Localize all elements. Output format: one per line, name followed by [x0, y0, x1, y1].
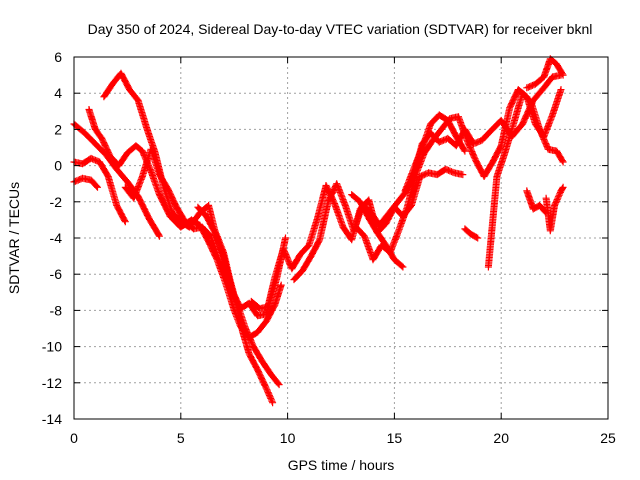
y-tick-label: -6	[50, 266, 63, 282]
x-tick-label: 15	[387, 430, 403, 446]
data-points	[70, 55, 567, 407]
axis-ticks	[73, 56, 609, 420]
series-markers	[461, 225, 482, 242]
y-tick-label: -14	[42, 411, 62, 427]
y-tick-label: 6	[54, 49, 62, 65]
x-tick-label: 20	[493, 430, 509, 446]
series-arc-15	[523, 187, 550, 217]
series-arc-16	[542, 183, 567, 235]
y-tick-label: 2	[54, 121, 62, 137]
x-tick-label: 25	[600, 430, 616, 446]
series-markers	[247, 234, 289, 313]
y-tick-label: 0	[54, 158, 62, 174]
y-tick-label: -2	[50, 194, 63, 210]
series-arc-8	[247, 234, 289, 313]
y-axis-title: SDTVAR / TECUs	[6, 182, 22, 294]
series-arc-12	[401, 111, 469, 195]
axis-tick-labels: 0 5 10 15 20 25 -14 -12 -10 -8 -6 -4 -2 0 2 4 6	[42, 49, 616, 446]
x-tick-label: 5	[177, 430, 185, 446]
series-arc-11	[348, 165, 467, 237]
x-axis-title: GPS time / hours	[288, 457, 395, 473]
series-arc-17	[523, 55, 567, 92]
chart-title: Day 350 of 2024, Sidereal Day-to-day VTE…	[88, 21, 593, 37]
x-tick-label: 10	[280, 430, 296, 446]
series-markers	[401, 111, 469, 195]
y-tick-label: -8	[50, 302, 63, 318]
series-arc-14	[484, 89, 567, 271]
series-markers	[523, 55, 567, 92]
series-markers	[542, 183, 567, 235]
series-markers	[484, 89, 567, 271]
series-markers	[348, 165, 467, 237]
y-tick-label: -10	[42, 339, 62, 355]
y-tick-label: -4	[50, 230, 63, 246]
x-tick-label: 0	[70, 430, 78, 446]
y-tick-label: 4	[54, 85, 62, 101]
series-markers	[523, 187, 550, 217]
y-tick-label: -12	[42, 375, 62, 391]
series-arc-13	[461, 225, 482, 242]
